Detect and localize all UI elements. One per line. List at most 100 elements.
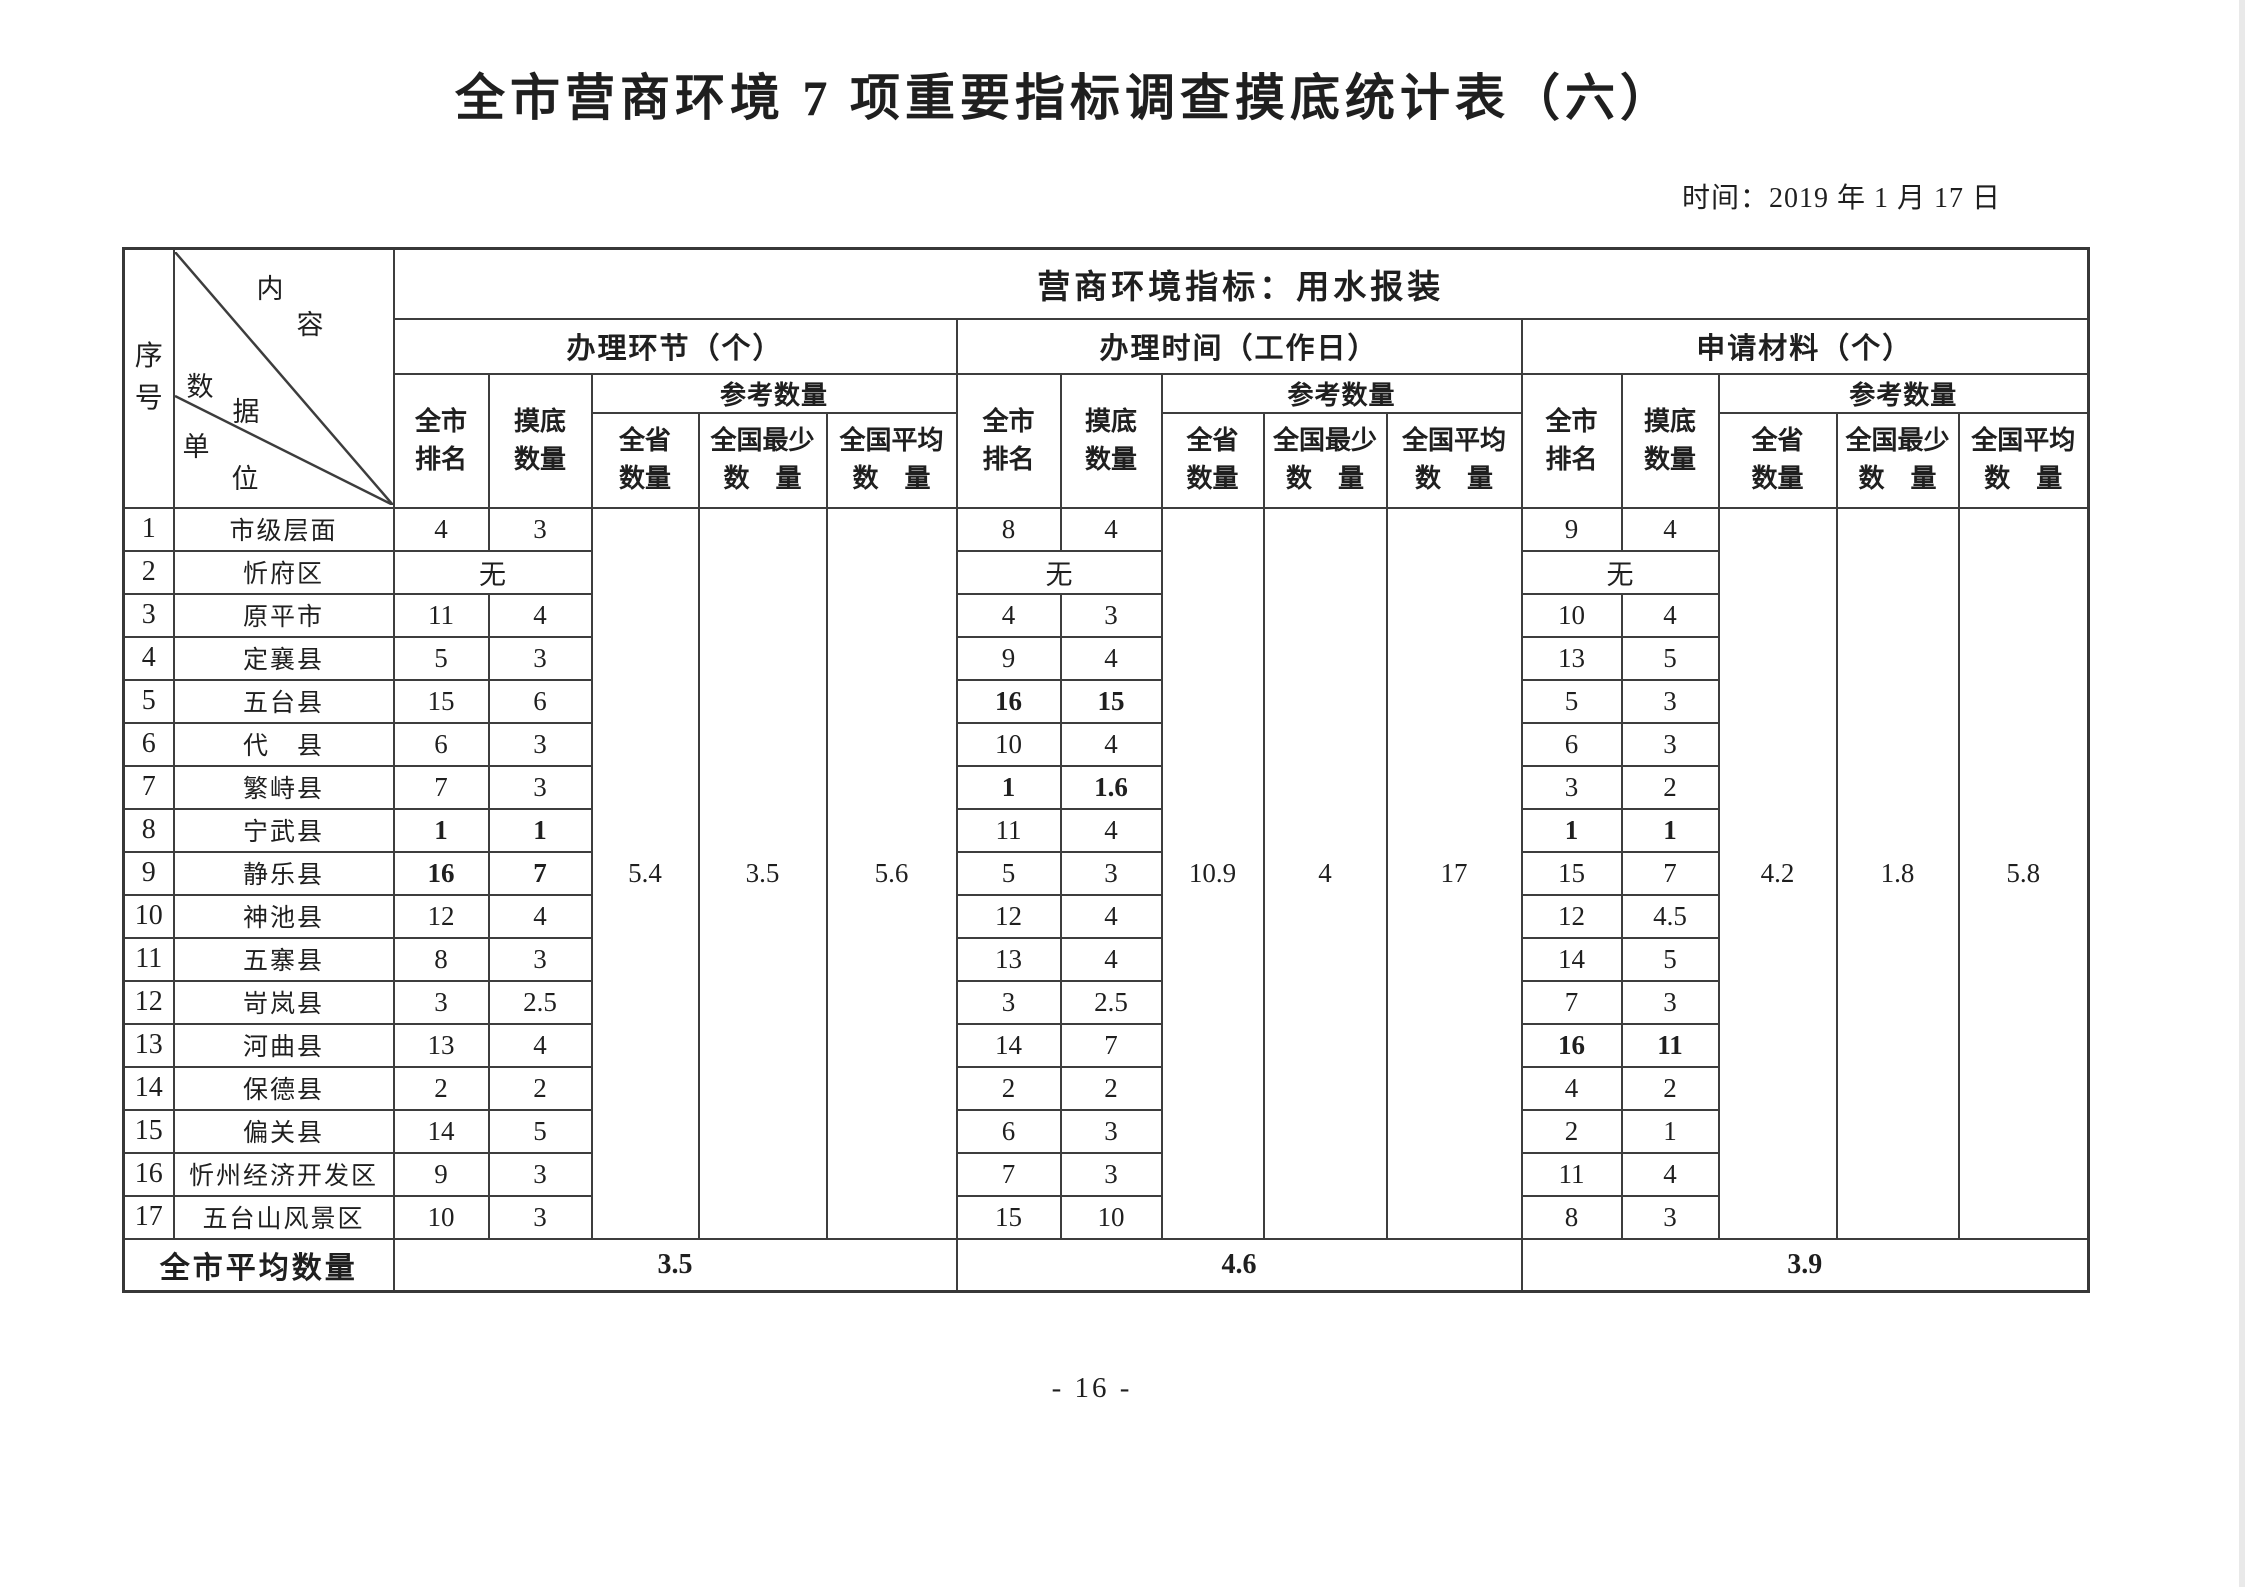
col-header-s2-national-avg: 全国平均 数 量 bbox=[1385, 411, 1523, 509]
value-cell: 3 bbox=[487, 936, 593, 982]
diagonal-label-content-2: 容 bbox=[296, 309, 324, 340]
value-cell: 7 bbox=[392, 764, 490, 810]
value-cell: 5 bbox=[392, 635, 490, 681]
value-cell-none: 无 bbox=[392, 549, 593, 595]
reference-value-s2-province: 10.9 bbox=[1160, 506, 1265, 1240]
row-number: 5 bbox=[122, 678, 175, 724]
value-cell: 3 bbox=[392, 979, 490, 1025]
value-cell: 4 bbox=[955, 592, 1062, 638]
table-row: 3 原平市 11 4 4 3 10 4 bbox=[122, 592, 2089, 638]
row-number: 10 bbox=[122, 893, 175, 939]
value-cell: 4.5 bbox=[1620, 893, 1720, 939]
value-cell: 2 bbox=[1620, 1065, 1720, 1111]
value-cell: 6 bbox=[392, 721, 490, 767]
table-row: 7 繁峙县 7 3 1 1.6 3 2 bbox=[122, 764, 2089, 810]
row-number: 9 bbox=[122, 850, 175, 896]
footer-label: 全市平均数量 bbox=[122, 1237, 395, 1293]
value-cell: 2 bbox=[392, 1065, 490, 1111]
value-cell-none: 无 bbox=[1520, 549, 1720, 595]
diagonal-label-data-2: 据 bbox=[232, 396, 260, 427]
value-cell: 3 bbox=[1620, 721, 1720, 767]
value-cell: 9 bbox=[955, 635, 1062, 681]
value-cell: 15 bbox=[392, 678, 490, 724]
row-number: 15 bbox=[122, 1108, 175, 1154]
col-header-s1-national-min: 全国最少 数 量 bbox=[697, 411, 828, 509]
table-row: 6 代 县 6 3 10 4 6 3 bbox=[122, 721, 2089, 767]
value-cell: 4 bbox=[487, 1022, 593, 1068]
reference-value-s1-national-min: 3.5 bbox=[697, 506, 828, 1240]
value-cell: 2 bbox=[1520, 1108, 1623, 1154]
table-row: 4 定襄县 5 3 9 4 13 5 bbox=[122, 635, 2089, 681]
value-cell: 13 bbox=[392, 1022, 490, 1068]
value-cell: 2.5 bbox=[1059, 979, 1163, 1025]
value-cell: 3 bbox=[487, 635, 593, 681]
unit-name: 神池县 bbox=[172, 893, 395, 939]
table-row: 11 五寨县 8 3 13 4 14 5 bbox=[122, 936, 2089, 982]
value-cell: 7 bbox=[1620, 850, 1720, 896]
value-cell: 16 bbox=[392, 850, 490, 896]
page-title: 全市营商环境 7 项重要指标调查摸底统计表（六） bbox=[455, 70, 1675, 126]
value-cell: 3 bbox=[1620, 979, 1720, 1025]
row-number: 14 bbox=[122, 1065, 175, 1111]
col-header-s2-probe: 摸底 数量 bbox=[1059, 372, 1163, 509]
value-cell: 4 bbox=[1059, 893, 1163, 939]
col-header-s3-national-min: 全国最少 数 量 bbox=[1835, 411, 1960, 509]
col-header-s1-probe: 摸底 数量 bbox=[487, 372, 593, 509]
diagonal-lines bbox=[175, 251, 392, 505]
reference-value-s1-national-avg: 5.6 bbox=[825, 506, 958, 1240]
diagonal-label-data-1: 数 bbox=[186, 371, 214, 402]
stats-table: 序 号 内 容 数 据 单 位 营商环境指标：用水报装 办理环节（个） 办理时间… bbox=[122, 247, 2091, 1293]
value-cell: 5 bbox=[487, 1108, 593, 1154]
value-cell: 12 bbox=[1520, 893, 1623, 939]
value-cell: 13 bbox=[1520, 635, 1623, 681]
col-header-s3-national-avg: 全国平均 数 量 bbox=[1957, 411, 2090, 509]
col-header-s1-ref: 参考数量 bbox=[590, 372, 958, 414]
header-row-subcolumns: 全省 数量 全国最少 数 量 全国平均 数 量 全省 数量 全国最少 数 量 全… bbox=[124, 411, 2090, 509]
value-cell: 15 bbox=[1520, 850, 1623, 896]
row-number: 6 bbox=[122, 721, 175, 767]
table-row: 10 神池县 12 4 12 4 12 4.5 bbox=[122, 893, 2089, 939]
value-cell-none: 无 bbox=[955, 549, 1163, 595]
unit-name: 保德县 bbox=[172, 1065, 395, 1111]
value-cell: 1 bbox=[1520, 807, 1623, 853]
row-number: 16 bbox=[122, 1151, 175, 1197]
date-label: 时间：2019 年 1 月 17 日 bbox=[1682, 183, 2002, 214]
value-cell: 7 bbox=[1520, 979, 1623, 1025]
section-header-cailiao: 申请材料（个） bbox=[1520, 317, 2090, 375]
unit-name: 静乐县 bbox=[172, 850, 395, 896]
value-cell: 4 bbox=[1620, 506, 1720, 552]
value-cell: 3 bbox=[1620, 1194, 1720, 1240]
value-cell: 8 bbox=[1520, 1194, 1623, 1240]
value-cell: 14 bbox=[955, 1022, 1062, 1068]
unit-name: 市级层面 bbox=[172, 506, 395, 552]
row-number: 4 bbox=[122, 635, 175, 681]
seq-header: 序 号 bbox=[122, 247, 175, 509]
footer-value-s3: 3.9 bbox=[1520, 1237, 2090, 1293]
scan-edge-artifact bbox=[2239, 0, 2245, 1587]
value-cell: 3 bbox=[955, 979, 1062, 1025]
row-number: 7 bbox=[122, 764, 175, 810]
value-cell: 8 bbox=[392, 936, 490, 982]
table-row: 15 偏关县 14 5 6 3 2 1 bbox=[122, 1108, 2089, 1154]
value-cell: 4 bbox=[1059, 721, 1163, 767]
unit-name: 五台县 bbox=[172, 678, 395, 724]
table-row: 13 河曲县 13 4 14 7 16 11 bbox=[122, 1022, 2089, 1068]
unit-name: 偏关县 bbox=[172, 1108, 395, 1154]
value-cell: 11 bbox=[1520, 1151, 1623, 1197]
value-cell: 4 bbox=[1059, 807, 1163, 853]
value-cell: 1 bbox=[955, 764, 1062, 810]
value-cell: 9 bbox=[392, 1151, 490, 1197]
header-row-indicator: 序 号 内 容 数 据 单 位 营商环境指标：用水报装 bbox=[122, 247, 2090, 509]
row-number: 1 bbox=[122, 506, 175, 552]
reference-value-s3-national-min: 1.8 bbox=[1835, 506, 1960, 1240]
value-cell: 13 bbox=[955, 936, 1062, 982]
value-cell: 3 bbox=[1620, 678, 1720, 724]
value-cell: 2 bbox=[1620, 764, 1720, 810]
table-row: 14 保德县 2 2 2 2 4 2 bbox=[122, 1065, 2089, 1111]
value-cell: 3 bbox=[1059, 592, 1163, 638]
value-cell: 5 bbox=[1620, 936, 1720, 982]
value-cell: 16 bbox=[1520, 1022, 1623, 1068]
value-cell: 6 bbox=[487, 678, 593, 724]
section-header-shijian: 办理时间（工作日） bbox=[955, 317, 1523, 375]
diagonal-label-unit-2: 位 bbox=[231, 463, 259, 494]
